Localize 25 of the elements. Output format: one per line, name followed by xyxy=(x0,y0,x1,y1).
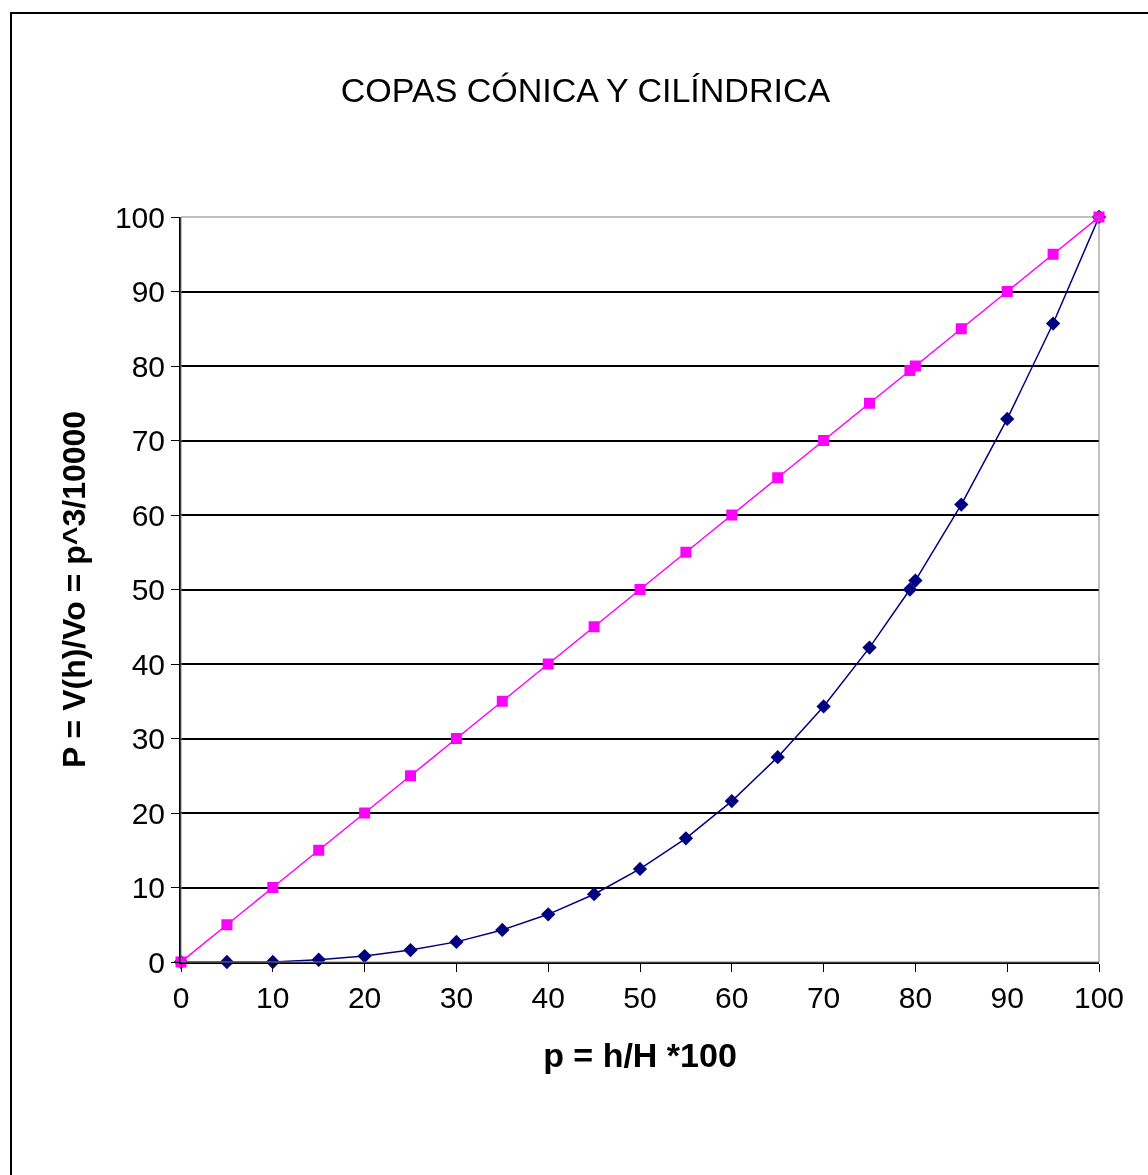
y-tick-label: 100 xyxy=(114,200,165,234)
y-tick-label: 90 xyxy=(131,275,165,308)
x-tick-label: 70 xyxy=(806,981,841,1014)
y-tick-label: 20 xyxy=(131,796,165,830)
y-axis-title: P = V(h)/Vo = p^3/10000 xyxy=(55,410,92,769)
x-axis-title: p = h/H *100 xyxy=(543,1035,737,1074)
y-tick-label: 50 xyxy=(131,573,165,606)
x-tick-label: 30 xyxy=(439,981,474,1014)
y-tick-label: 60 xyxy=(131,498,165,532)
y-tick-label: 40 xyxy=(131,647,165,681)
x-tick-label: 0 xyxy=(172,981,190,1014)
y-tick-label: 80 xyxy=(131,349,165,383)
x-tick-label: 50 xyxy=(623,981,657,1014)
x-tick-label: 100 xyxy=(1073,981,1125,1014)
chart-title: COPAS CÓNICA Y CILÍNDRICA xyxy=(340,71,831,110)
x-tick-label: 20 xyxy=(347,981,382,1014)
y-tick-label: 30 xyxy=(131,722,165,755)
x-tick-label: 40 xyxy=(531,981,565,1014)
y-tick-label: 10 xyxy=(131,871,165,904)
x-tick-label: 60 xyxy=(715,981,749,1014)
y-tick-label: 70 xyxy=(131,424,165,457)
x-tick-label: 10 xyxy=(256,981,290,1014)
y-tick-label: 0 xyxy=(148,945,165,979)
x-tick-label: 90 xyxy=(990,981,1024,1014)
x-tick-label: 80 xyxy=(898,981,933,1014)
